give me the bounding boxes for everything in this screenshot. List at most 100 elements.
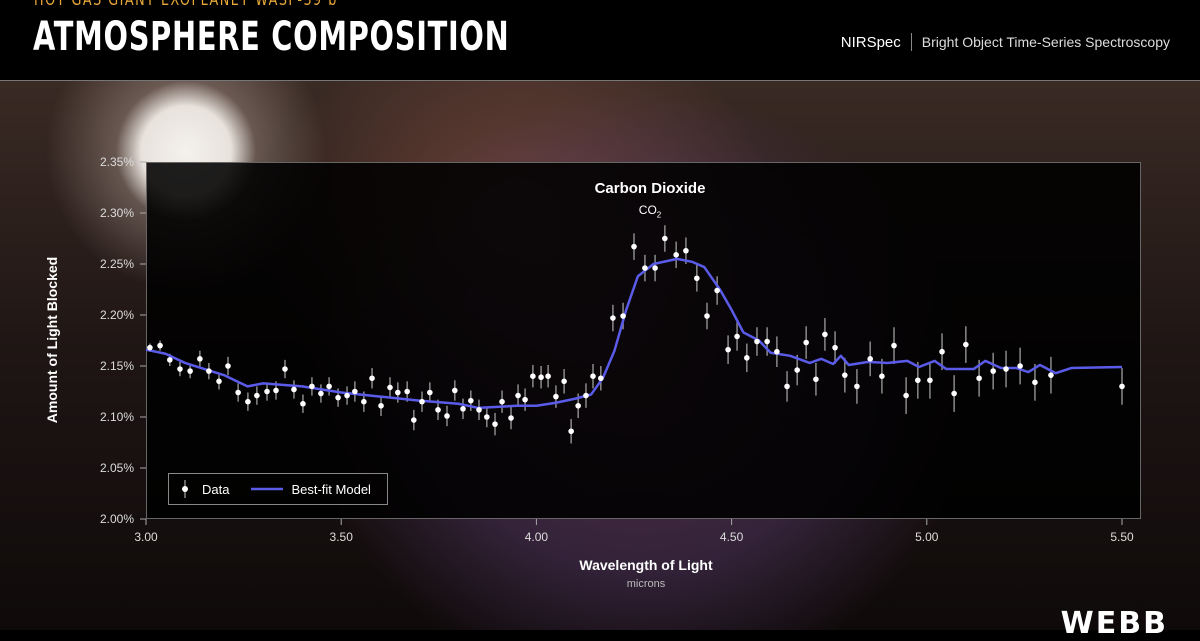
- data-point: [598, 375, 604, 382]
- data-point: [879, 373, 885, 380]
- data-point: [583, 392, 589, 399]
- data-point: [361, 398, 367, 405]
- data-point: [444, 413, 450, 419]
- data-point: [264, 388, 270, 395]
- data-point: [254, 392, 260, 399]
- data-point: [764, 338, 770, 345]
- data-point: [1003, 366, 1009, 372]
- data-point: [369, 375, 375, 382]
- data-point: [515, 392, 521, 399]
- data-point: [326, 383, 332, 390]
- data-point: [530, 373, 536, 380]
- data-point: [590, 373, 596, 380]
- y-tick-label: 2.05%: [100, 461, 134, 475]
- data-point: [891, 342, 897, 349]
- data-point: [177, 366, 183, 372]
- data-point: [927, 377, 933, 384]
- y-tick-label: 2.35%: [100, 155, 134, 169]
- x-tick-label: 4.00: [525, 530, 549, 544]
- data-point: [318, 390, 324, 397]
- data-point: [545, 373, 551, 380]
- data-point: [754, 338, 760, 345]
- header: HOT GAS GIANT EXOPLANET WASP-39 b ATMOSP…: [0, 0, 1200, 81]
- y-tick-label: 2.10%: [100, 410, 134, 424]
- y-tick-label: 2.25%: [100, 257, 134, 271]
- data-point: [784, 383, 790, 390]
- data-point: [427, 389, 433, 396]
- observation-mode: Bright Object Time-Series Spectroscopy: [921, 34, 1170, 50]
- data-point: [206, 368, 212, 374]
- data-point: [411, 417, 417, 423]
- data-point: [744, 355, 750, 361]
- subtitle-kicker: HOT GAS GIANT EXOPLANET WASP-39 b: [34, 0, 338, 10]
- instrument-label: NIRSpec Bright Object Time-Series Spectr…: [841, 33, 1170, 51]
- annotation-label: Carbon Dioxide: [594, 180, 706, 197]
- page-title: ATMOSPHERE COMPOSITION: [33, 14, 510, 60]
- data-point: [842, 372, 848, 378]
- best-fit-model-line: [145, 257, 1123, 410]
- data-point: [1017, 363, 1023, 369]
- data-point: [561, 378, 567, 385]
- data-point: [404, 388, 410, 395]
- data-point: [704, 313, 710, 319]
- data-point: [460, 406, 466, 412]
- data-point: [508, 415, 514, 421]
- data-point: [553, 393, 559, 400]
- data-point: [387, 384, 393, 391]
- data-point: [803, 339, 809, 346]
- data-point: [157, 342, 163, 349]
- data-point: [395, 389, 401, 396]
- data-point: [990, 368, 996, 374]
- x-tick-label: 4.50: [720, 530, 744, 544]
- x-axis-unit: microns: [626, 578, 666, 590]
- data-point: [620, 313, 626, 319]
- data-point: [452, 387, 458, 394]
- legend: Data Best-fit Model: [168, 473, 388, 505]
- formula-subscript: 2: [656, 210, 662, 220]
- data-point: [694, 275, 700, 282]
- data-point: [822, 331, 828, 338]
- data-point: [352, 388, 358, 395]
- data-point: [951, 390, 957, 397]
- data-point: [147, 344, 153, 351]
- data-point: [538, 374, 544, 381]
- data-point: [734, 333, 740, 340]
- data-point: [273, 387, 279, 394]
- data-point: [725, 346, 731, 353]
- legend-model-line: [251, 487, 284, 491]
- data-point: [435, 407, 441, 413]
- data-point: [915, 377, 921, 384]
- webb-logo: WEBB: [1060, 606, 1168, 641]
- data-point: [867, 356, 873, 362]
- data-point: [1048, 372, 1054, 378]
- data-point: [714, 287, 720, 294]
- data-point: [683, 247, 689, 254]
- data-point: [522, 396, 528, 403]
- annotation-formula: CO2: [639, 203, 661, 219]
- legend-data-label: Data: [202, 481, 230, 497]
- data-point: [197, 356, 203, 362]
- data-point: [652, 265, 658, 271]
- data-point: [344, 392, 350, 399]
- data-point: [642, 265, 648, 271]
- y-tick-label: 2.00%: [100, 512, 134, 526]
- data-point: [1032, 379, 1038, 386]
- data-point: [673, 252, 679, 258]
- data-point: [419, 398, 425, 405]
- x-tick-label: 3.00: [134, 530, 158, 544]
- x-tick-label: 3.50: [330, 530, 354, 544]
- legend-data-marker: [182, 480, 188, 498]
- data-point: [662, 235, 668, 242]
- data-point: [225, 363, 231, 369]
- plot-area: [146, 162, 1141, 519]
- data-point: [476, 407, 482, 413]
- data-point: [300, 400, 306, 407]
- data-point: [468, 397, 474, 404]
- data-point: [499, 398, 505, 405]
- y-axis-label: Amount of Light Blocked: [44, 256, 60, 424]
- x-tick-label: 5.00: [915, 530, 939, 544]
- data-point: [939, 348, 945, 355]
- x-tick-label: 5.50: [1110, 530, 1134, 544]
- data-point: [963, 341, 969, 348]
